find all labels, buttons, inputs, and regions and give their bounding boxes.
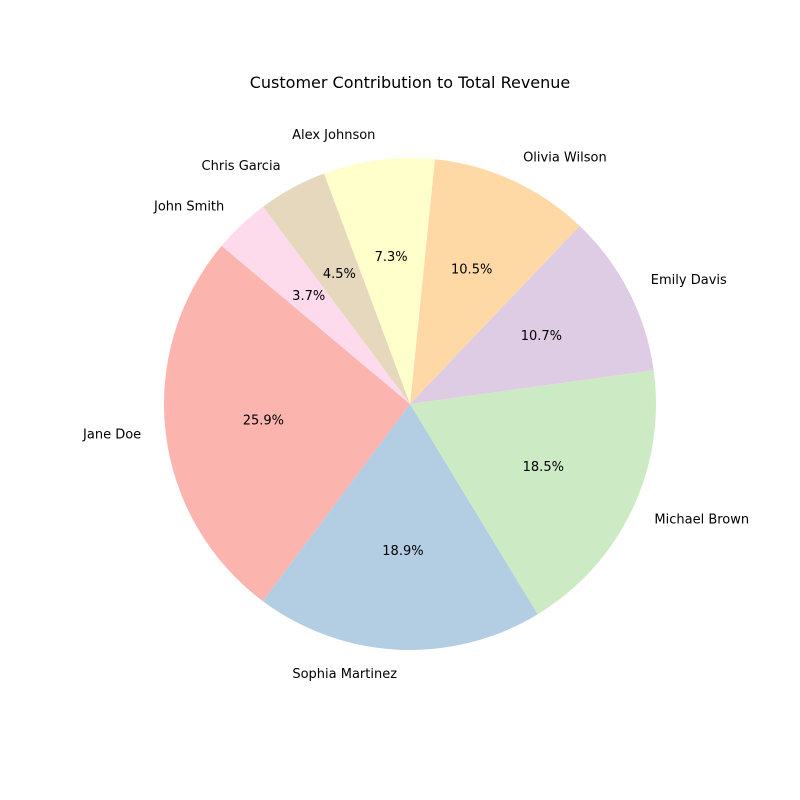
percent-label: 7.3% (375, 250, 408, 265)
slice-label: Chris Garcia (202, 159, 281, 174)
percent-label: 4.5% (323, 267, 356, 282)
pie-slice-olivia-wilson (410, 159, 580, 404)
slice-label: Emily Davis (651, 273, 727, 288)
pie-slice-chris-garcia (263, 173, 410, 404)
pie-slices (163, 158, 657, 650)
pie-slice-jane-doe (163, 245, 410, 602)
pie-slice-emily-davis (410, 225, 654, 404)
percent-label: 10.7% (521, 329, 562, 344)
slice-label: Michael Brown (654, 513, 749, 528)
slice-labels: Jane Doe Sophia Martinez Michael Brown Emil… (82, 128, 749, 682)
percent-labels: 25.9% 18.9% 18.5% 10.7% 10.5% 7.3% 4.5% 3.7% (243, 250, 564, 559)
slice-label: Sophia Martinez (292, 667, 397, 682)
pie-slice-alex-johnson (323, 158, 435, 404)
percent-label: 10.5% (451, 262, 492, 277)
pie-slice-john-smith (221, 206, 410, 404)
percent-label: 18.5% (523, 460, 564, 475)
percent-label: 3.7% (292, 289, 325, 304)
slice-label: Jane Doe (82, 428, 141, 443)
percent-label: 25.9% (243, 414, 284, 429)
slice-label: Alex Johnson (292, 128, 375, 143)
pie-slice-michael-brown (410, 370, 657, 615)
chart-title: Customer Contribution to Total Revenue (250, 73, 571, 92)
percent-label: 18.9% (382, 544, 423, 559)
pie-slice-sophia-martinez (262, 404, 538, 650)
slice-label: John Smith (153, 200, 224, 215)
slice-label: Olivia Wilson (523, 151, 607, 166)
